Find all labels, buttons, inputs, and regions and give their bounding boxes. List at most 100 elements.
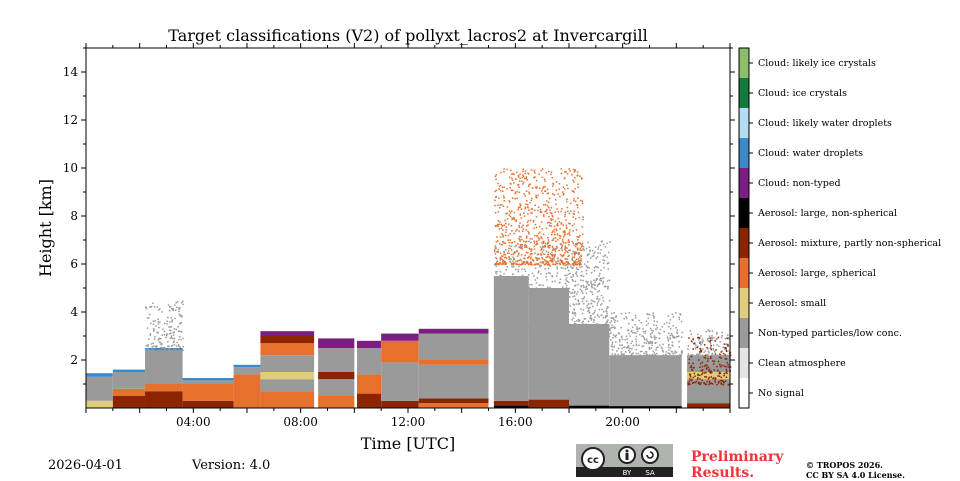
speckle-point (519, 177, 521, 180)
speckle-point (537, 328, 540, 331)
speckle-point (669, 319, 672, 321)
speckle-point (534, 318, 537, 321)
speckle-point (642, 335, 644, 338)
speckle-point (581, 226, 584, 228)
speckle-point (506, 252, 509, 255)
speckle-point (540, 294, 542, 296)
speckle-point (668, 352, 670, 355)
speckle-point (547, 267, 550, 270)
speckle-point (525, 229, 528, 231)
speckle-point (714, 353, 717, 355)
speckle-point (594, 316, 596, 319)
speckle-point (504, 261, 506, 264)
speckle-point (509, 247, 511, 250)
speckle-point (533, 248, 536, 250)
speckle-point (576, 275, 578, 277)
speckle-point (566, 284, 568, 287)
speckle-point (511, 327, 513, 329)
speckle-point (521, 248, 523, 250)
speckle-point (163, 346, 165, 349)
speckle-point (556, 332, 558, 335)
speckle-point (503, 327, 505, 330)
speckle-point (521, 300, 523, 303)
speckle-point (550, 219, 552, 221)
speckle-point (701, 342, 704, 344)
speckle-point (510, 296, 513, 299)
speckle-point (522, 181, 525, 184)
speckle-point (524, 172, 527, 175)
speckle-point (688, 373, 691, 375)
speckle-point (543, 263, 546, 266)
speckle-point (704, 354, 707, 357)
speckle-point (503, 251, 505, 254)
speckle-point (586, 306, 589, 309)
speckle-point (178, 310, 180, 313)
speckle-point (540, 273, 542, 275)
speckle-point (519, 222, 521, 224)
speckle-point (698, 353, 701, 355)
speckle-point (520, 325, 523, 328)
speckle-point (499, 271, 502, 273)
speckle-point (586, 282, 589, 284)
speckle-point (152, 330, 155, 332)
speckle-point (577, 260, 580, 262)
speckle-point (499, 189, 502, 192)
speckle-point (532, 289, 534, 292)
speckle-point (497, 225, 499, 227)
speckle-point (503, 168, 505, 170)
speckle-point (603, 310, 605, 313)
speckle-point (607, 328, 609, 331)
speckle-point (553, 225, 556, 228)
speckle-point (631, 326, 634, 329)
speckle-point (596, 298, 598, 300)
speckle-point (690, 379, 693, 382)
speckle-point (535, 287, 538, 289)
speckle-point (557, 260, 559, 262)
speckle-point (596, 256, 599, 258)
speckle-point (500, 258, 503, 260)
speckle-point (534, 317, 537, 319)
speckle-point (637, 352, 639, 355)
speckle-point (148, 348, 150, 351)
speckle-point (564, 246, 566, 248)
speckle-point (589, 335, 592, 338)
speckle-point (647, 322, 650, 325)
speckle-point (551, 335, 553, 337)
speckle-point (712, 360, 714, 362)
speckle-point (498, 334, 500, 336)
speckle-point (580, 177, 583, 179)
speckle-point (524, 257, 526, 260)
speckle-point (504, 327, 506, 329)
speckle-point (524, 263, 526, 266)
speckle-point (533, 245, 536, 248)
speckle-point (545, 310, 547, 313)
speckle-point (501, 278, 503, 280)
speckle-point (562, 297, 564, 299)
speckle-point (510, 312, 512, 315)
speckle-point (601, 308, 603, 311)
speckle-point (610, 317, 612, 319)
speckle-point (711, 339, 713, 342)
speckle-point (508, 244, 511, 247)
speckle-point (535, 244, 537, 246)
speckle-point (529, 219, 532, 222)
speckle-point (503, 171, 505, 173)
speckle-point (531, 312, 533, 314)
speckle-point (546, 315, 549, 317)
speckle-point (507, 328, 510, 331)
speckle-point (544, 268, 547, 270)
colorbar-swatch (739, 318, 749, 348)
speckle-point (553, 228, 556, 231)
speckle-point (577, 211, 580, 214)
speckle-point (587, 310, 589, 312)
speckle-point (616, 320, 619, 322)
speckle-point (667, 340, 670, 342)
speckle-point (511, 173, 513, 175)
speckle-point (524, 291, 526, 294)
speckle-point (530, 256, 532, 258)
speckle-point (564, 231, 566, 233)
speckle-point (552, 320, 554, 323)
speckle-point (499, 257, 501, 260)
speckle-point (606, 321, 609, 323)
speckle-point (621, 354, 624, 357)
